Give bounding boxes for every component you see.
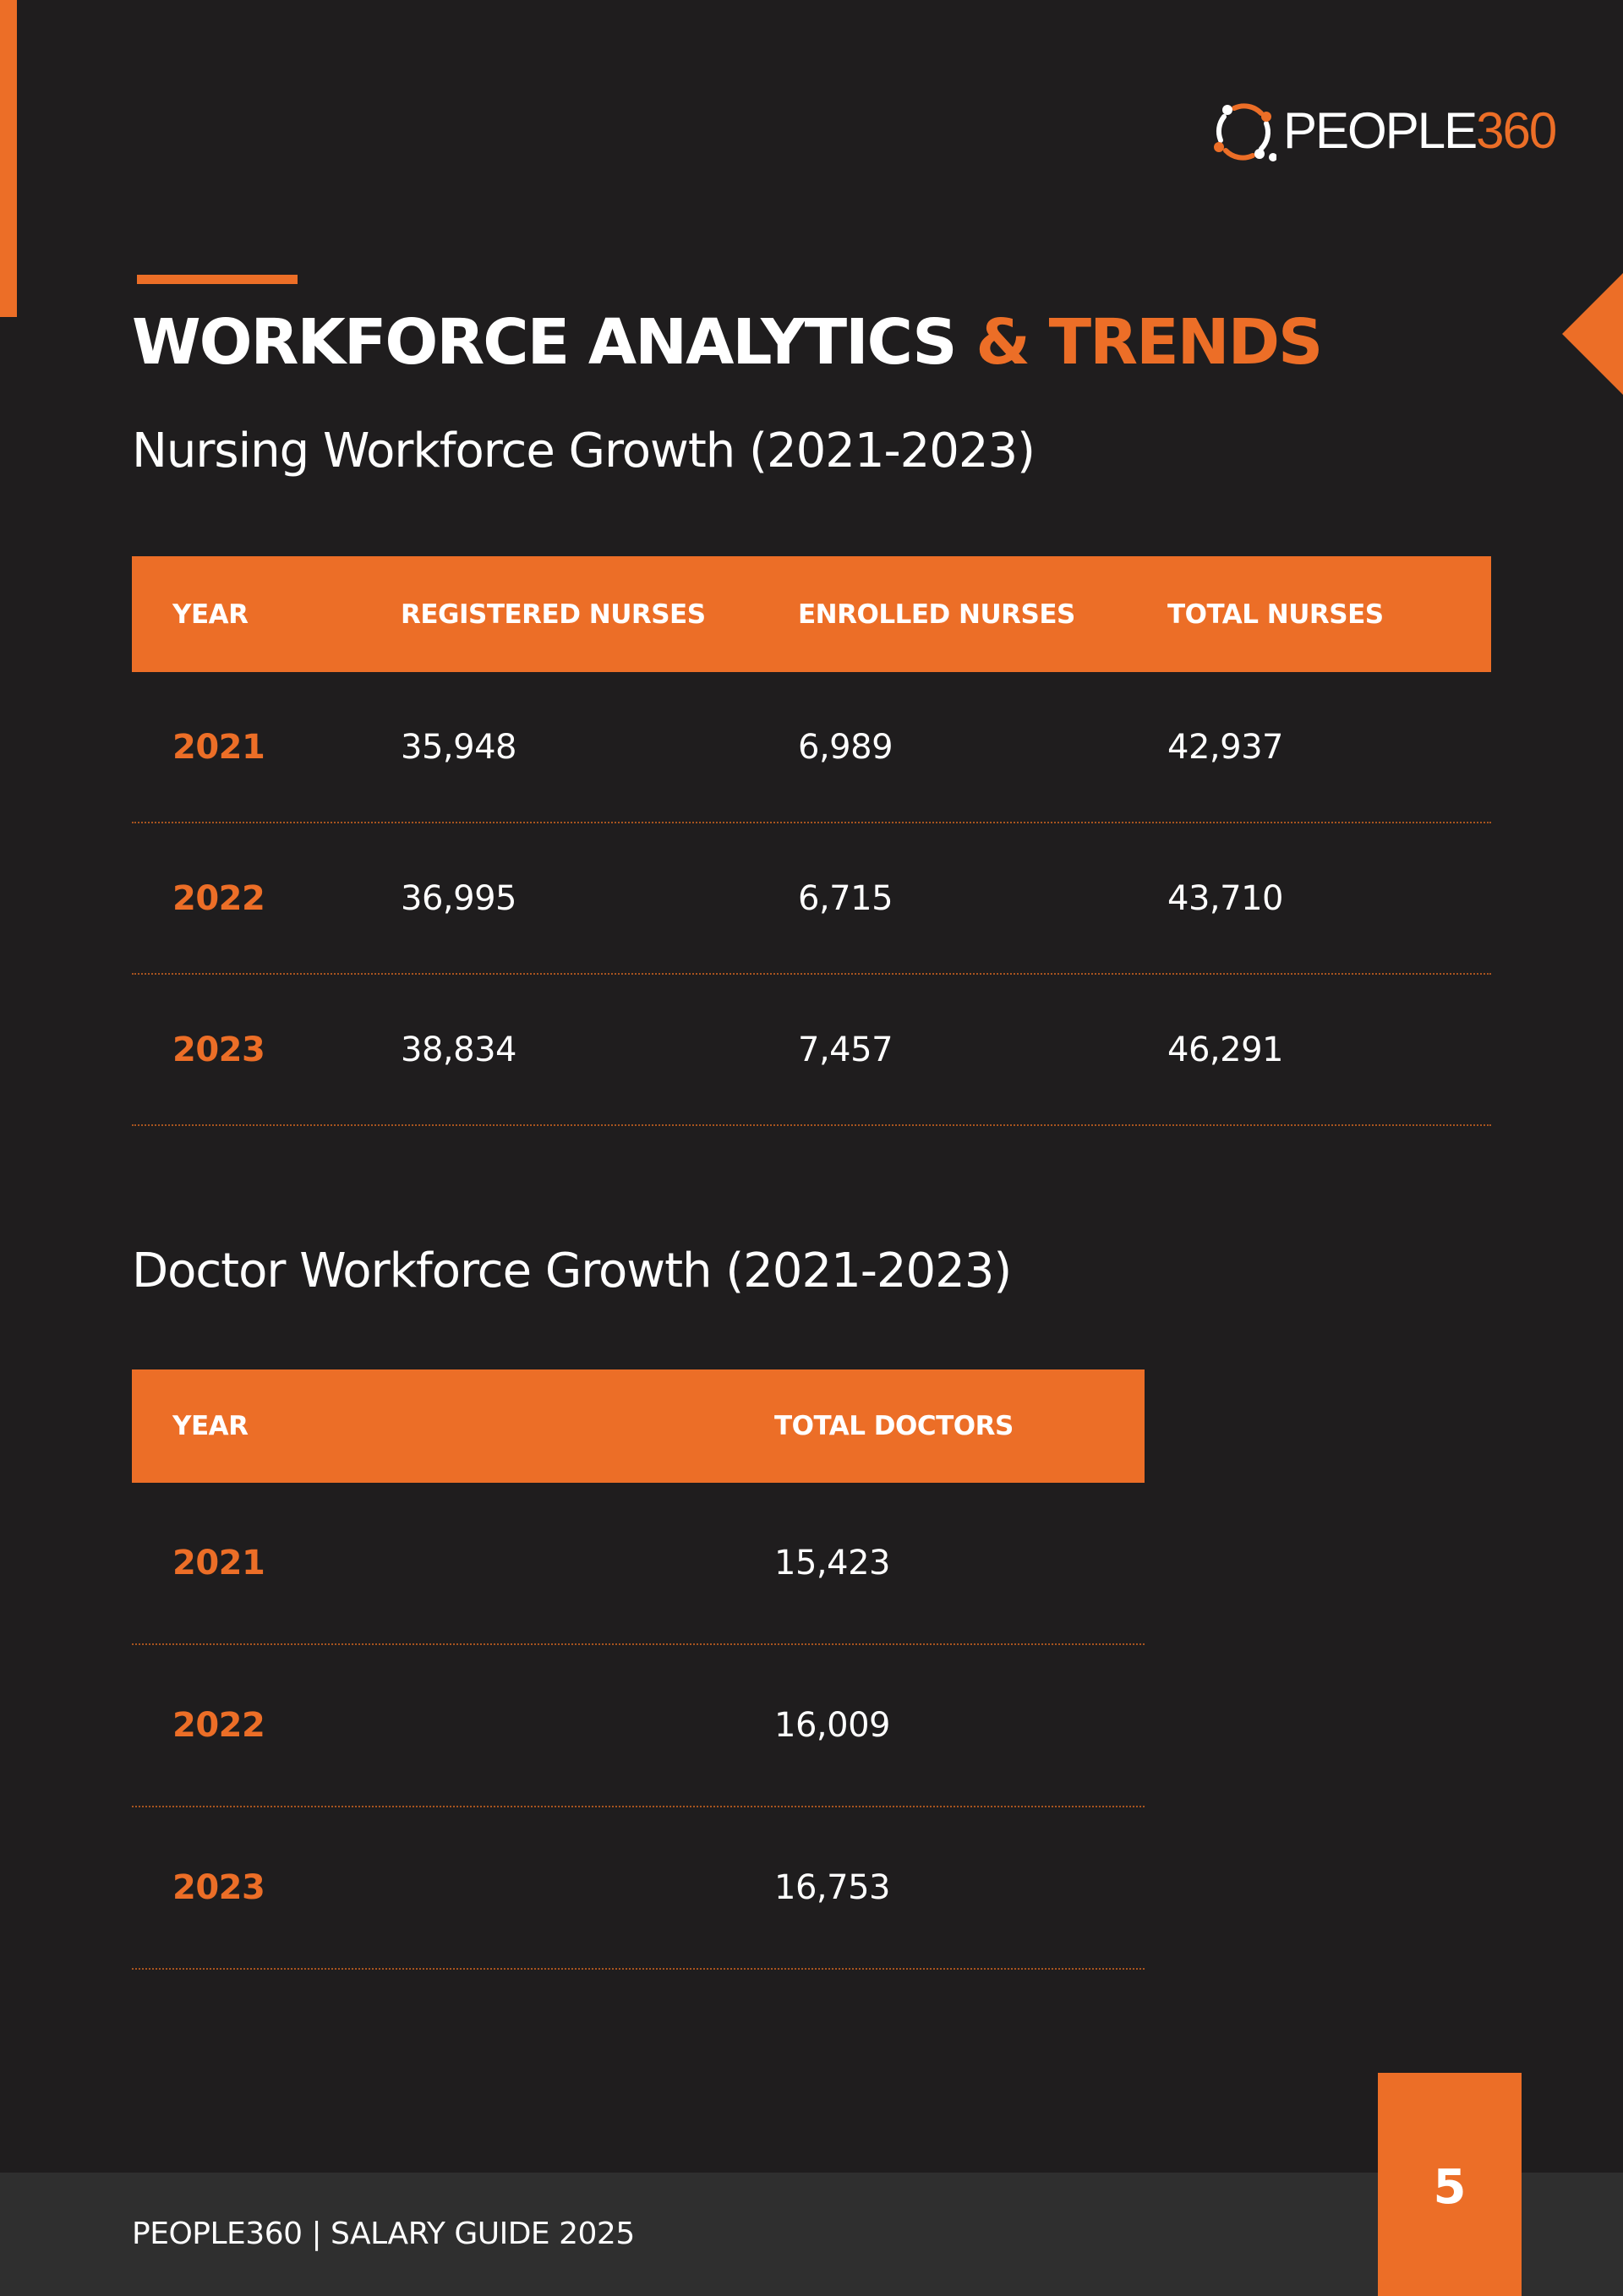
table-row: 2021 35,948 6,989 42,937 xyxy=(132,672,1491,823)
doctor-year-cell: 2023 xyxy=(172,1868,265,1907)
title-accent-rule xyxy=(137,275,298,284)
nursing-table: YEAR REGISTERED NURSES ENROLLED NURSES T… xyxy=(132,556,1491,1126)
nursing-col-year: YEAR xyxy=(172,599,249,630)
footer-text: PEOPLE360 | SALARY GUIDE 2025 xyxy=(132,2217,635,2251)
total-nurses-cell: 43,710 xyxy=(1167,878,1283,918)
doctor-year-cell: 2022 xyxy=(172,1706,265,1745)
doctor-col-year: YEAR xyxy=(172,1411,249,1441)
people-circle-logo-icon xyxy=(1214,103,1276,161)
doctor-year-cell: 2021 xyxy=(172,1544,265,1583)
page-number-box xyxy=(1378,2073,1522,2296)
enrolled-nurses-cell: 6,989 xyxy=(798,727,893,767)
enrolled-nurses-cell: 6,715 xyxy=(798,878,893,918)
total-doctors-cell: 16,753 xyxy=(774,1868,890,1907)
registered-nurses-cell: 35,948 xyxy=(401,727,516,767)
doctor-section-heading: Doctor Workforce Growth (2021-2023) xyxy=(132,1244,1012,1298)
people360-logo: PEOPLE360 xyxy=(1210,93,1557,169)
nursing-year-cell: 2021 xyxy=(172,727,265,767)
enrolled-nurses-cell: 7,457 xyxy=(798,1030,893,1069)
total-doctors-cell: 16,009 xyxy=(774,1706,890,1745)
nursing-col-total: TOTAL NURSES xyxy=(1167,599,1384,630)
table-row: 2022 16,009 xyxy=(132,1645,1145,1807)
footer-band xyxy=(0,2173,1623,2296)
registered-nurses-cell: 38,834 xyxy=(401,1030,516,1069)
right-accent-triangle xyxy=(1562,273,1623,395)
registered-nurses-cell: 36,995 xyxy=(401,878,516,918)
nursing-section-heading: Nursing Workforce Growth (2021-2023) xyxy=(132,424,1036,478)
total-nurses-cell: 46,291 xyxy=(1167,1030,1283,1069)
table-row: 2023 38,834 7,457 46,291 xyxy=(132,975,1491,1126)
doctor-col-total: TOTAL DOCTORS xyxy=(774,1411,1014,1441)
nursing-table-header: YEAR REGISTERED NURSES ENROLLED NURSES T… xyxy=(132,556,1491,672)
nursing-col-enrolled: ENROLLED NURSES xyxy=(798,599,1075,630)
page-number: 5 xyxy=(1433,2160,1467,2215)
doctor-table: YEAR TOTAL DOCTORS 2021 15,423 2022 16,0… xyxy=(132,1369,1145,1970)
table-row: 2023 16,753 xyxy=(132,1807,1145,1970)
page-title-accent: & TRENDS xyxy=(975,306,1323,379)
nursing-col-registered: REGISTERED NURSES xyxy=(401,599,706,630)
nursing-year-cell: 2023 xyxy=(172,1030,265,1069)
total-doctors-cell: 15,423 xyxy=(774,1544,890,1583)
logo-text-people: PEOPLE xyxy=(1283,102,1478,159)
table-row: 2021 15,423 xyxy=(132,1483,1145,1645)
table-row: 2022 36,995 6,715 43,710 xyxy=(132,823,1491,975)
logo-text-360: 360 xyxy=(1476,102,1557,159)
left-accent-bar xyxy=(0,0,17,317)
page-title-main: WORKFORCE ANALYTICS xyxy=(132,306,958,379)
doctor-table-header: YEAR TOTAL DOCTORS xyxy=(132,1369,1145,1483)
page-title: WORKFORCE ANALYTICS & TRENDS xyxy=(132,311,1323,374)
nursing-year-cell: 2022 xyxy=(172,878,265,918)
total-nurses-cell: 42,937 xyxy=(1167,727,1283,767)
